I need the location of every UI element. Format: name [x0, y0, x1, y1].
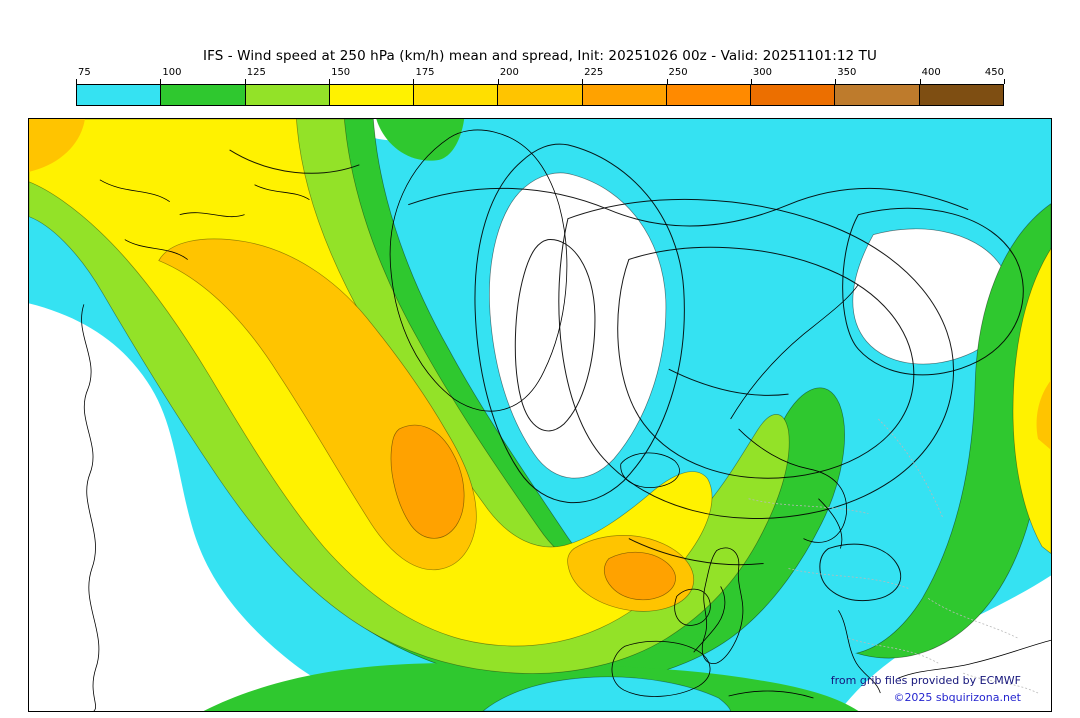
calm-region-southeast [839, 575, 1051, 711]
top-green-patch [376, 119, 465, 161]
map-svg [29, 119, 1051, 711]
calm-region-center [489, 172, 667, 479]
wind-field-layer [29, 119, 1051, 711]
colorbar-segment [665, 85, 751, 105]
contour-loop-large-inner [617, 246, 915, 479]
calm-region-east [852, 228, 1010, 365]
colorbar-tick-mark [919, 79, 921, 84]
east-jet-yellow [1012, 247, 1051, 554]
colorbar-tick-mark [582, 79, 584, 84]
colorbar-ticks: 75 100 125 150 175 200 225 250 300 350 400 450 [76, 66, 1005, 84]
colorbar-tick-mark [666, 79, 668, 84]
contour-wave-northwest [229, 149, 360, 174]
colorbar-tick-label: 350 [837, 67, 857, 78]
colorbar-tick-label: 450 [984, 67, 1004, 78]
colorbar-tick-mark [413, 79, 415, 84]
coast-great-britain [701, 547, 744, 664]
wind-speed-map: from grib files provided by ECMWF ©2025 … [28, 118, 1052, 712]
colorbar-tick-mark [1004, 79, 1005, 84]
contour-wave-top [408, 187, 969, 227]
colorbar: 75 100 125 150 175 200 225 250 300 350 400 450 [76, 66, 1005, 106]
colorbar-segment [244, 85, 329, 105]
colorbar-segment [581, 85, 666, 105]
coast-iceland [620, 452, 680, 489]
coast-canadian-arctic [99, 179, 310, 260]
contour-loop-balkans [819, 543, 901, 602]
colorbar-segment [834, 85, 919, 105]
coast-north-america [81, 304, 100, 711]
contour-loop-inner [514, 239, 596, 432]
colorbar-segment [328, 85, 414, 105]
colorbar-tick-label: 75 [78, 67, 91, 78]
contour-loop-northeast [842, 207, 1024, 376]
colorbar-tick-label: 400 [921, 67, 941, 78]
colorbar-tick-mark [835, 79, 837, 84]
colorbar-segment [497, 85, 582, 105]
orange-core-east [604, 551, 676, 601]
colorbar-tick-mark [160, 79, 162, 84]
coast-scandinavia [730, 284, 859, 549]
amber-edge-east [1036, 380, 1051, 450]
colorbar-segment [413, 85, 498, 105]
colorbar-tick-label: 250 [668, 67, 688, 78]
colorbar-tick-label: 125 [246, 67, 266, 78]
gray-border-lines [748, 418, 1039, 694]
colorbar-tick-label: 100 [162, 67, 182, 78]
colorbar-tick-mark [497, 79, 499, 84]
colorbar-tick-mark [329, 79, 331, 84]
contour-loop-large [558, 198, 954, 519]
colorbar-tick-label: 300 [752, 67, 772, 78]
colorbar-segment [750, 85, 835, 105]
coast-france-iberia [611, 586, 726, 697]
calm-region-west [29, 303, 360, 711]
coast-mediterranean [728, 610, 1051, 699]
colorbar-segment [918, 85, 1003, 105]
amber-corner [29, 119, 85, 172]
colorbar-tick-label: 175 [415, 67, 435, 78]
colorbar-segment [160, 85, 245, 105]
colorbar-tick-label: 150 [331, 67, 351, 78]
colorbar-tick-mark [76, 79, 77, 84]
colorbar-tick-label: 225 [584, 67, 604, 78]
attribution-source: from grib files provided by ECMWF [830, 674, 1021, 687]
colorbar-tick-mark [244, 79, 246, 84]
borders-layer [748, 418, 1039, 694]
coastlines-layer [81, 129, 1051, 711]
attribution-copyright-link[interactable]: ©2025 sbquirizona.net [893, 691, 1021, 704]
contour-lines-layer [229, 143, 1024, 602]
orange-core-mid [390, 424, 465, 539]
coast-greenland [389, 129, 568, 412]
colorbar-tick-label: 200 [499, 67, 519, 78]
colorbar-scale [76, 84, 1004, 106]
colorbar-segment [77, 85, 161, 105]
cyan-bottom-strip [482, 676, 731, 711]
contour-wave-mid [628, 368, 789, 566]
colorbar-tick-mark [750, 79, 752, 84]
page-title: IFS - Wind speed at 250 hPa (km/h) mean … [203, 48, 877, 64]
contour-loop-teardrop [474, 143, 685, 504]
attribution: from grib files provided by ECMWF ©2025 … [831, 672, 1021, 706]
coast-ireland [674, 588, 711, 626]
